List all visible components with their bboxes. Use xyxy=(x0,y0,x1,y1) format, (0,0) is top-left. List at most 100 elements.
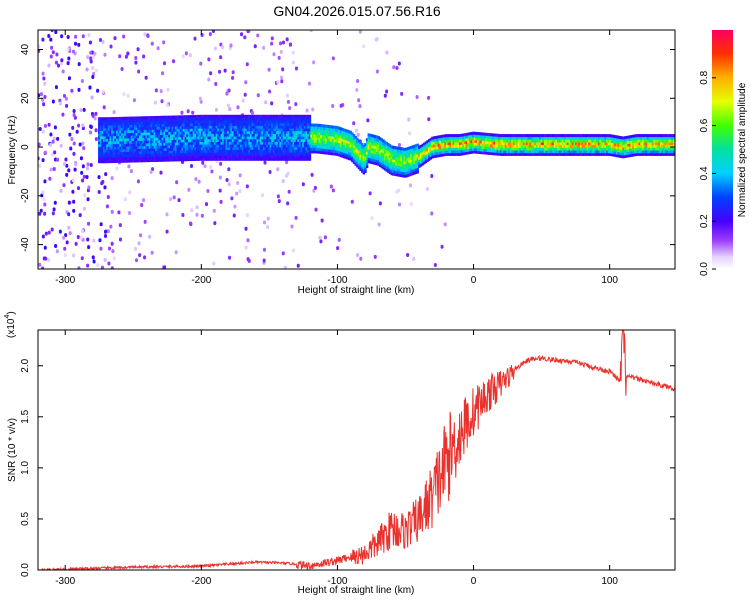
spectrogram-band-cell xyxy=(331,130,335,134)
spectrogram-band-cell xyxy=(305,133,308,137)
spectrogram-band-cell xyxy=(578,142,581,146)
spectrogram-noise-cell xyxy=(150,41,154,46)
spectrogram-band-cell xyxy=(602,144,606,148)
spectrogram-band-cell xyxy=(282,122,286,126)
spectrogram-band-cell xyxy=(431,155,434,159)
spectrogram-band-cell xyxy=(150,121,153,125)
spectrogram-band-cell xyxy=(280,125,284,129)
spectrogram-band-cell xyxy=(393,148,397,152)
spectrogram-band-cell xyxy=(334,147,338,151)
spectrogram-band-cell xyxy=(210,144,214,148)
spectrogram-band-cell xyxy=(277,141,281,145)
spectrogram-band-cell xyxy=(632,134,635,138)
spectrogram-band-cell xyxy=(516,144,519,148)
spectrogram-noise-cell xyxy=(236,181,240,186)
spectrogram-band-cell xyxy=(298,125,302,129)
spectrogram-band-cell xyxy=(99,152,103,156)
spectrogram-band-cell xyxy=(617,151,620,155)
spectrogram-band-cell xyxy=(114,143,117,147)
spectrogram-band-cell xyxy=(135,127,139,131)
spectrogram-band-cell xyxy=(592,144,596,148)
spectrogram-band-cell xyxy=(168,131,171,135)
spectrogram-band-cell xyxy=(552,150,555,154)
spectrogram-band-cell xyxy=(334,152,338,156)
spectrogram-band-cell xyxy=(437,140,441,144)
spectrogram-band-cell xyxy=(406,149,410,153)
spectrogram-band-cell xyxy=(173,126,176,130)
spectrogram-band-cell xyxy=(120,157,124,161)
spectrogram-band-cell xyxy=(498,133,501,137)
spectrogram-band-cell xyxy=(169,134,173,138)
spectrogram-band-cell xyxy=(490,149,493,153)
spectrogram-band-cell xyxy=(98,119,101,123)
spectrogram-band-cell xyxy=(251,133,254,137)
spectrogram-band-cell xyxy=(214,130,217,134)
spectrogram-band-cell xyxy=(120,159,124,163)
spectrogram-band-cell xyxy=(218,130,222,134)
spectrogram-band-cell xyxy=(217,157,220,161)
spectrogram-band-cell xyxy=(663,142,666,146)
spectrogram-noise-cell xyxy=(294,215,298,220)
spectrogram-band-cell xyxy=(223,133,227,137)
spectrogram-band-cell xyxy=(245,122,248,126)
spectrogram-band-cell xyxy=(361,169,364,173)
spectrogram-band-cell xyxy=(125,159,129,163)
spectrogram-band-cell xyxy=(98,152,101,156)
spectrogram-band-cell xyxy=(158,145,161,149)
spectrogram-band-cell xyxy=(122,122,125,126)
spectrogram-band-cell xyxy=(292,147,295,151)
snr-panel: -300 -200 -100 0 100 0.00.51.01.52.0 Height … xyxy=(4,311,676,596)
spectrogram-band-cell xyxy=(145,140,148,144)
spectrogram-band-cell xyxy=(171,131,174,135)
spectrogram-noise-cell xyxy=(128,210,132,215)
spectrogram-band-cell xyxy=(194,128,197,132)
spectrogram-band-cell xyxy=(236,136,240,140)
spectrogram-noise-cell xyxy=(136,179,140,184)
spectrogram-band-cell xyxy=(530,147,534,151)
spectrogram-band-cell xyxy=(476,134,480,138)
spectrogram-band-cell xyxy=(633,134,637,138)
spectrogram-band-cell xyxy=(653,147,656,151)
spectrogram-band-cell xyxy=(240,128,243,132)
spectrogram-band-cell xyxy=(542,136,545,140)
spectrogram-noise-cell xyxy=(227,103,231,108)
spectrogram-noise-cell xyxy=(102,105,106,110)
spectrogram-band-cell xyxy=(511,134,514,138)
spectrogram-band-cell xyxy=(329,136,333,140)
spectrogram-band-cell xyxy=(532,152,535,156)
spectrogram-band-cell xyxy=(401,171,405,175)
spectrogram-band-cell xyxy=(574,142,578,146)
spectrogram-band-cell xyxy=(290,152,294,156)
spectrogram-band-cell xyxy=(230,144,233,148)
spectrogram-band-cell xyxy=(220,125,223,129)
spectrogram-band-cell xyxy=(537,150,540,154)
spectrogram-band-cell xyxy=(233,114,237,118)
spectrogram-band-cell xyxy=(196,131,199,135)
spectrogram-band-cell xyxy=(253,114,256,118)
spectrogram-band-cell xyxy=(127,122,130,126)
spectrogram-band-cell xyxy=(192,155,196,159)
spectrogram-band-cell xyxy=(230,138,233,142)
spectrogram-band-cell xyxy=(547,144,550,148)
spectrogram-band-cell xyxy=(267,122,271,126)
spectrogram-band-cell xyxy=(560,152,563,156)
spectrogram-band-cell xyxy=(369,133,372,137)
spectrogram-band-cell xyxy=(122,116,125,120)
spectrogram-band-cell xyxy=(194,152,197,156)
spectrogram-noise-cell xyxy=(219,55,223,60)
spectrogram-band-cell xyxy=(129,138,132,142)
spectrogram-band-cell xyxy=(191,144,194,148)
spectrogram-band-cell xyxy=(165,145,168,149)
spectrogram-band-cell xyxy=(285,120,289,124)
spectrogram-noise-cell xyxy=(61,112,65,117)
spectrogram-noise-cell xyxy=(88,40,92,45)
spectrogram-band-cell xyxy=(628,135,632,139)
spectrogram-band-cell xyxy=(646,150,650,154)
spectrogram-band-cell xyxy=(329,141,333,145)
spectrogram-band-cell xyxy=(174,134,178,138)
spectrogram-band-cell xyxy=(99,130,103,134)
spectrogram-band-cell xyxy=(194,139,197,143)
spectrogram-band-cell xyxy=(194,147,197,151)
spectrogram-band-cell xyxy=(352,134,356,138)
spectrogram-band-cell xyxy=(292,155,295,159)
